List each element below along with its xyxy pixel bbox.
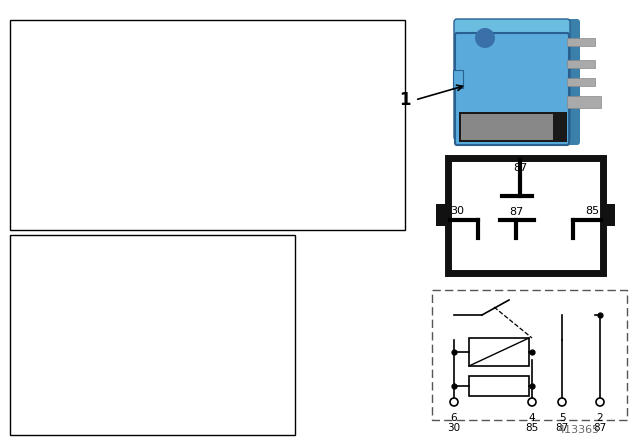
FancyBboxPatch shape	[460, 19, 580, 145]
FancyBboxPatch shape	[455, 33, 569, 145]
Text: 85: 85	[525, 423, 539, 433]
Text: 6: 6	[451, 413, 458, 423]
Bar	[436, 204, 450, 226]
Bar	[10, 235, 295, 435]
Bar	[567, 38, 595, 46]
Text: 85: 85	[585, 206, 599, 216]
FancyBboxPatch shape	[454, 19, 570, 140]
Text: 87: 87	[593, 423, 607, 433]
Bar	[469, 338, 529, 366]
Circle shape	[475, 28, 495, 48]
Text: 87: 87	[513, 163, 527, 173]
Bar	[10, 20, 405, 230]
Text: 2: 2	[596, 413, 604, 423]
Text: 87: 87	[509, 207, 523, 217]
Text: 1: 1	[399, 91, 411, 109]
Text: 30: 30	[447, 423, 461, 433]
Circle shape	[450, 398, 458, 406]
Bar	[459, 112, 567, 142]
Bar	[448, 158, 603, 273]
Text: 30: 30	[450, 206, 464, 216]
Circle shape	[558, 398, 566, 406]
Text: 4: 4	[529, 413, 535, 423]
Bar	[432, 290, 627, 420]
Bar	[453, 70, 463, 88]
Text: 5: 5	[559, 413, 565, 423]
Circle shape	[528, 398, 536, 406]
Bar	[461, 114, 553, 140]
Bar	[567, 78, 595, 86]
Text: 87: 87	[556, 423, 568, 433]
Bar	[567, 96, 601, 108]
Bar	[469, 376, 529, 396]
Bar	[567, 60, 595, 68]
Text: 413365: 413365	[558, 425, 600, 435]
Bar	[601, 204, 615, 226]
Circle shape	[596, 398, 604, 406]
